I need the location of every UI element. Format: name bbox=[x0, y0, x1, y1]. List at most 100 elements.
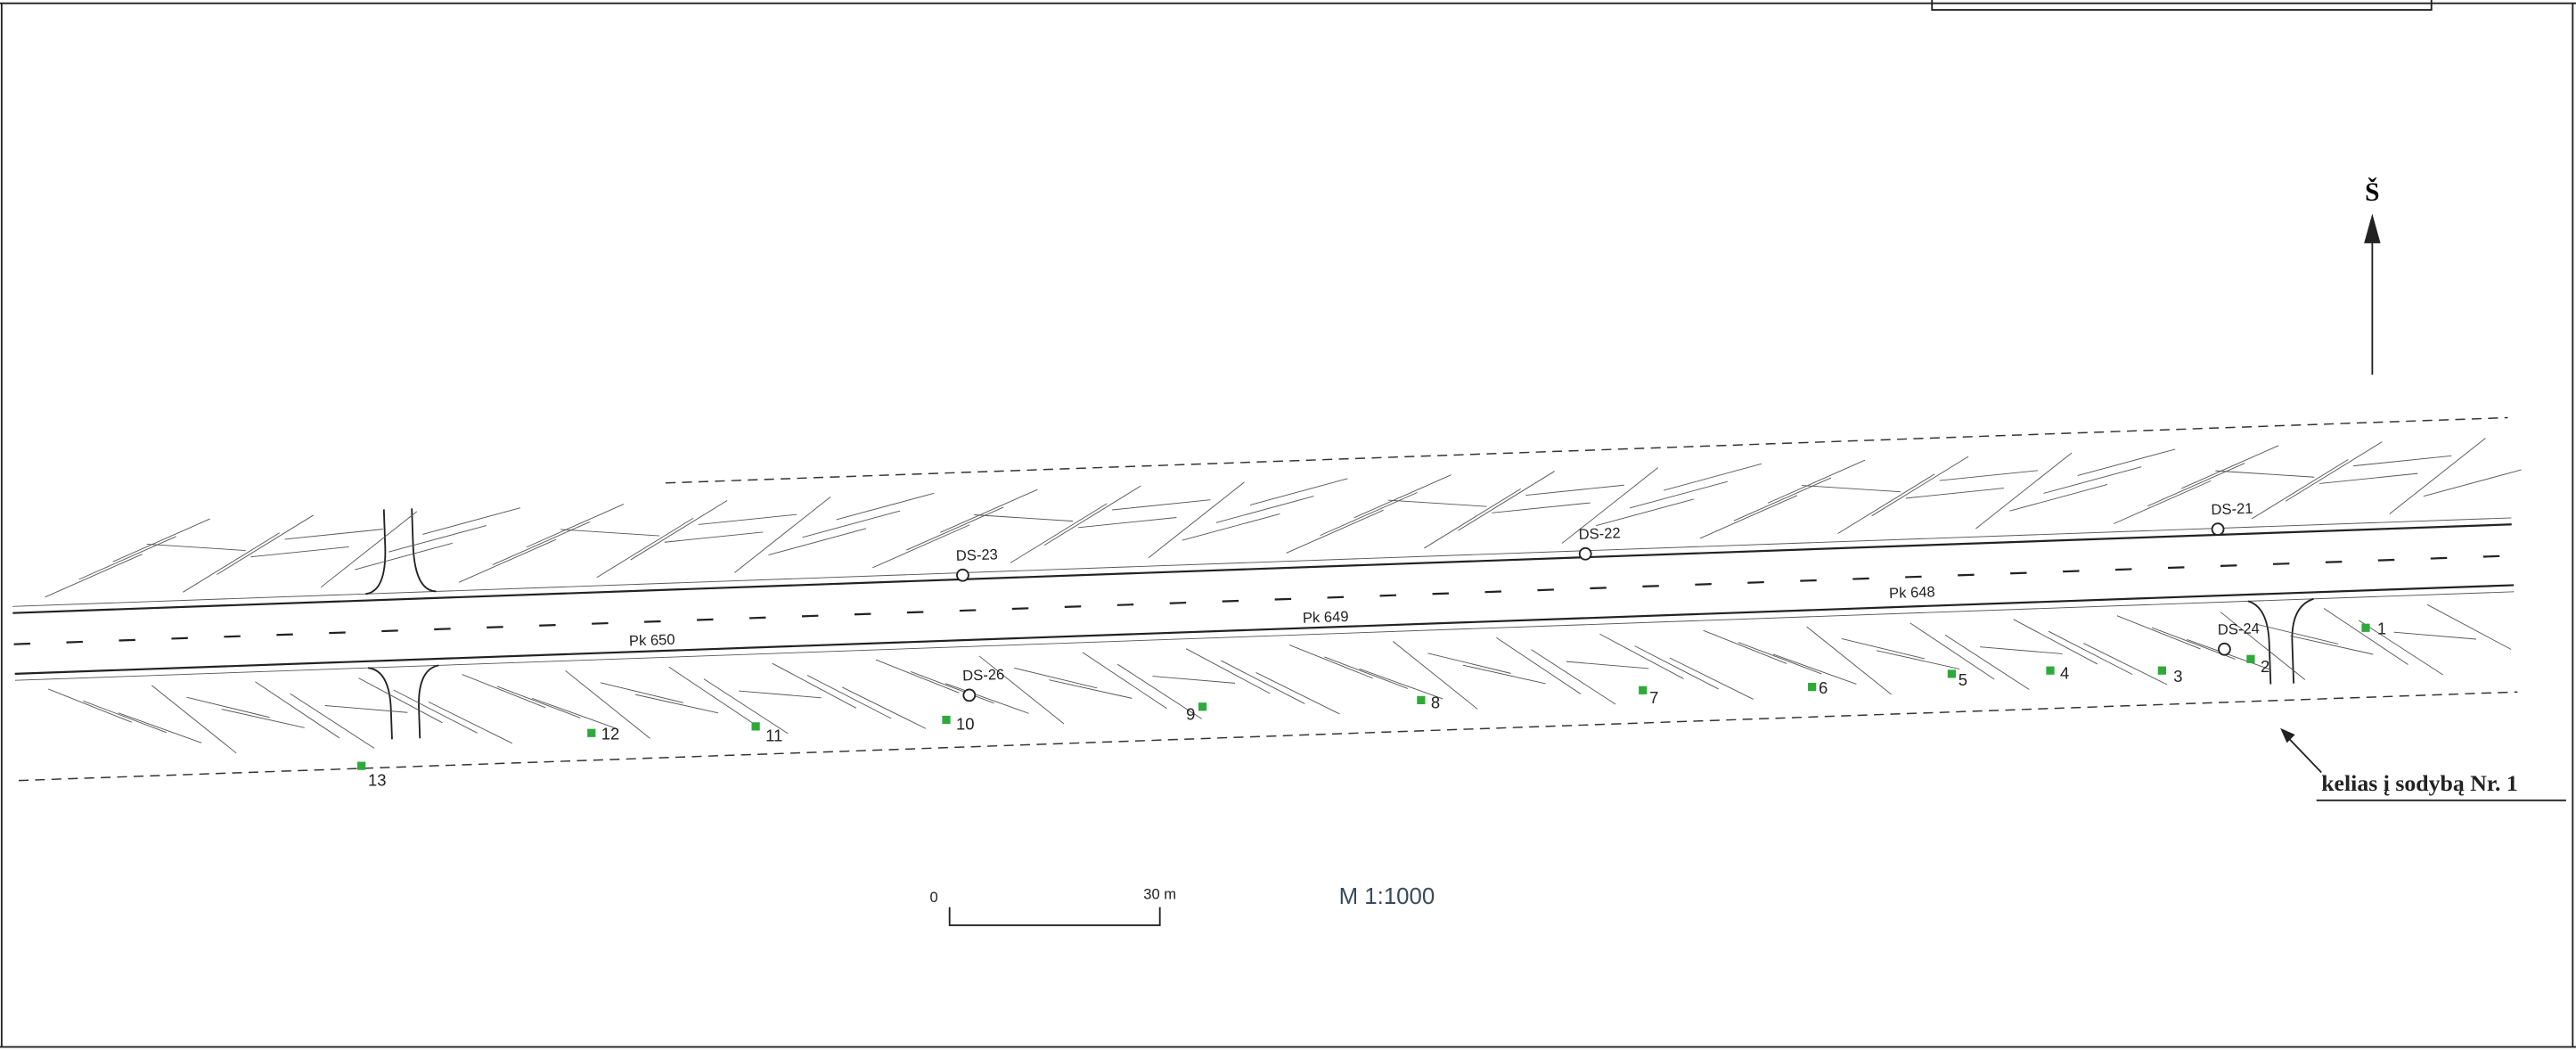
picket-label: Pk 649 bbox=[1303, 608, 1349, 627]
contour-line bbox=[45, 554, 143, 598]
manhole bbox=[956, 568, 969, 582]
contour-line bbox=[802, 510, 901, 538]
annotation-arrow bbox=[2284, 734, 2322, 774]
contour-line bbox=[1221, 660, 1305, 704]
contour-line bbox=[1255, 672, 1340, 715]
contour-line bbox=[978, 655, 1065, 725]
contour-line bbox=[1117, 663, 1202, 719]
contour-line bbox=[1289, 645, 1373, 679]
contour-line bbox=[2285, 441, 2383, 502]
contour-line bbox=[1078, 517, 1177, 529]
contour-line bbox=[1910, 622, 1995, 680]
contour-line bbox=[1944, 634, 2030, 690]
contour-line bbox=[1353, 474, 1452, 519]
contour-line bbox=[1286, 509, 1384, 554]
road-shoulder bbox=[14, 591, 2515, 681]
contour-line bbox=[1801, 485, 1901, 493]
contour-line bbox=[560, 529, 659, 537]
survey-point bbox=[587, 728, 596, 737]
contour-lines bbox=[45, 438, 2522, 754]
contour-line bbox=[324, 705, 408, 713]
contour-line bbox=[422, 507, 520, 535]
title-block-edge bbox=[1931, 0, 2433, 11]
contour-line bbox=[1634, 645, 1719, 690]
road bbox=[12, 416, 2522, 782]
contour-line bbox=[906, 506, 1004, 551]
survey-point bbox=[2246, 654, 2255, 663]
contour-line bbox=[1014, 667, 1098, 689]
road-edge bbox=[12, 523, 2512, 614]
contour-line bbox=[1772, 653, 1857, 685]
contour-line bbox=[1841, 637, 1926, 660]
contour-line bbox=[2114, 480, 2212, 524]
contour-line bbox=[1249, 478, 1348, 505]
contour-line bbox=[2359, 620, 2443, 676]
contour-line bbox=[1359, 668, 1443, 700]
contour-line bbox=[1320, 492, 1418, 537]
contour-line bbox=[2389, 438, 2486, 514]
contour-line bbox=[1806, 626, 1892, 695]
contour-line bbox=[698, 513, 797, 525]
contour-line bbox=[1112, 499, 1211, 511]
contour-line bbox=[600, 682, 684, 703]
contour-line bbox=[1975, 452, 2073, 530]
road-shoulder bbox=[12, 517, 2512, 607]
contour-line bbox=[1182, 513, 1280, 541]
point-label: 2 bbox=[2261, 657, 2269, 676]
contour-line bbox=[1837, 473, 1935, 534]
contour-line bbox=[284, 529, 383, 540]
contour-line bbox=[393, 689, 478, 734]
contour-line bbox=[2181, 445, 2279, 489]
contour-line bbox=[1010, 503, 1108, 563]
contour-line bbox=[221, 709, 305, 728]
manhole bbox=[1578, 546, 1592, 561]
contour-line bbox=[1531, 649, 1616, 705]
side-road bbox=[365, 508, 437, 595]
point-label: 12 bbox=[601, 725, 620, 743]
contour-line bbox=[2215, 470, 2315, 478]
point-label: 11 bbox=[765, 726, 782, 744]
scale-end: 30 m bbox=[1143, 885, 1176, 902]
contour-line bbox=[1596, 498, 1694, 527]
contour-line bbox=[2251, 459, 2349, 520]
contour-line bbox=[428, 701, 512, 744]
contour-line bbox=[1185, 648, 1271, 694]
contour-line bbox=[772, 662, 857, 709]
road-edge bbox=[14, 584, 2515, 675]
contour-line bbox=[1148, 481, 1245, 559]
contour-line bbox=[2426, 604, 2512, 650]
contour-line bbox=[1733, 477, 1832, 521]
contour-line bbox=[1215, 496, 1314, 523]
contour-line bbox=[1043, 485, 1141, 546]
contour-line bbox=[565, 670, 650, 739]
well-label: DS-23 bbox=[956, 546, 999, 564]
contour-line bbox=[2290, 635, 2374, 655]
contour-line bbox=[1699, 495, 1798, 539]
point-label: 7 bbox=[1649, 688, 1658, 707]
scale-ratio: M 1:1000 bbox=[1339, 884, 1435, 909]
contour-line bbox=[2220, 612, 2306, 680]
contour-line bbox=[1876, 650, 1960, 669]
contour-line bbox=[1525, 484, 1624, 497]
point-label: 13 bbox=[368, 770, 387, 789]
contour-line bbox=[2048, 630, 2133, 675]
point-label: 10 bbox=[956, 715, 975, 734]
picket-label: Pk 648 bbox=[1889, 583, 1935, 602]
contour-line bbox=[358, 677, 443, 724]
contour-line bbox=[734, 497, 831, 573]
contour-line bbox=[945, 683, 1029, 714]
survey-point bbox=[1947, 669, 1956, 678]
contour-line bbox=[842, 686, 927, 729]
point-label: 8 bbox=[1431, 694, 1440, 712]
contour-line bbox=[875, 659, 960, 694]
scale-bar bbox=[948, 907, 1161, 926]
well-label: DS-21 bbox=[2211, 500, 2253, 519]
contour-line bbox=[1427, 653, 1511, 674]
point-label: 9 bbox=[1186, 705, 1195, 724]
contour-line bbox=[250, 546, 349, 558]
contour-line bbox=[1458, 471, 1555, 531]
contour-line bbox=[2013, 619, 2098, 665]
point-label: 5 bbox=[1959, 670, 1967, 689]
contour-line bbox=[151, 685, 237, 754]
